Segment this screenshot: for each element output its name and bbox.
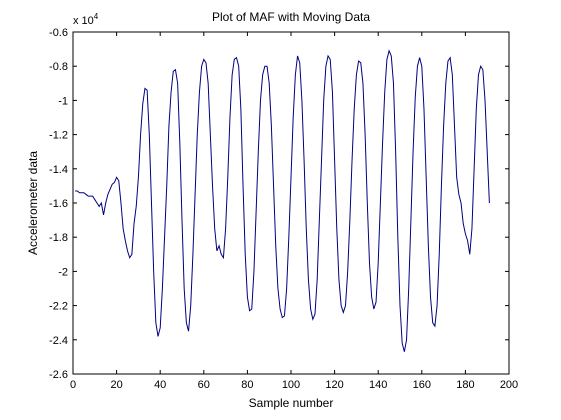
multiplier-exponent: 4 bbox=[94, 12, 99, 21]
x-tick-label: 180 bbox=[456, 379, 474, 391]
plot-area bbox=[72, 31, 510, 375]
y-tick-label: -1 bbox=[58, 95, 68, 107]
multiplier-base: x 10 bbox=[73, 15, 94, 27]
x-tick-label: 200 bbox=[500, 379, 518, 391]
x-tick-label: 20 bbox=[110, 379, 122, 391]
x-tick-label: 60 bbox=[198, 379, 210, 391]
x-tick-label: 100 bbox=[282, 379, 300, 391]
y-tick-label: -1.4 bbox=[49, 164, 68, 176]
x-tick-label: 140 bbox=[369, 379, 387, 391]
y-axis-label: Accelerometer data bbox=[26, 151, 40, 255]
y-tick-label: -2.2 bbox=[49, 301, 68, 313]
x-tick-label: 160 bbox=[413, 379, 431, 391]
y-tick-label: -2 bbox=[58, 266, 68, 278]
y-multiplier: x 104 bbox=[73, 12, 99, 27]
y-tick-label: -1.8 bbox=[49, 232, 68, 244]
y-tick-label: -1.6 bbox=[49, 198, 68, 210]
y-tick-label: -2.6 bbox=[49, 369, 68, 381]
chart-title: Plot of MAF with Moving Data bbox=[212, 10, 370, 24]
y-tick-label: -1.2 bbox=[49, 130, 68, 142]
y-tick-label: -2.4 bbox=[49, 335, 68, 347]
y-tick-label: -0.6 bbox=[49, 27, 68, 39]
x-tick-label: 120 bbox=[325, 379, 343, 391]
x-tick-label: 0 bbox=[70, 379, 76, 391]
x-tick-label: 40 bbox=[154, 379, 166, 391]
x-tick-label: 80 bbox=[241, 379, 253, 391]
x-axis-label: Sample number bbox=[249, 396, 334, 410]
data-line bbox=[75, 49, 490, 352]
y-tick-label: -0.8 bbox=[49, 61, 68, 73]
